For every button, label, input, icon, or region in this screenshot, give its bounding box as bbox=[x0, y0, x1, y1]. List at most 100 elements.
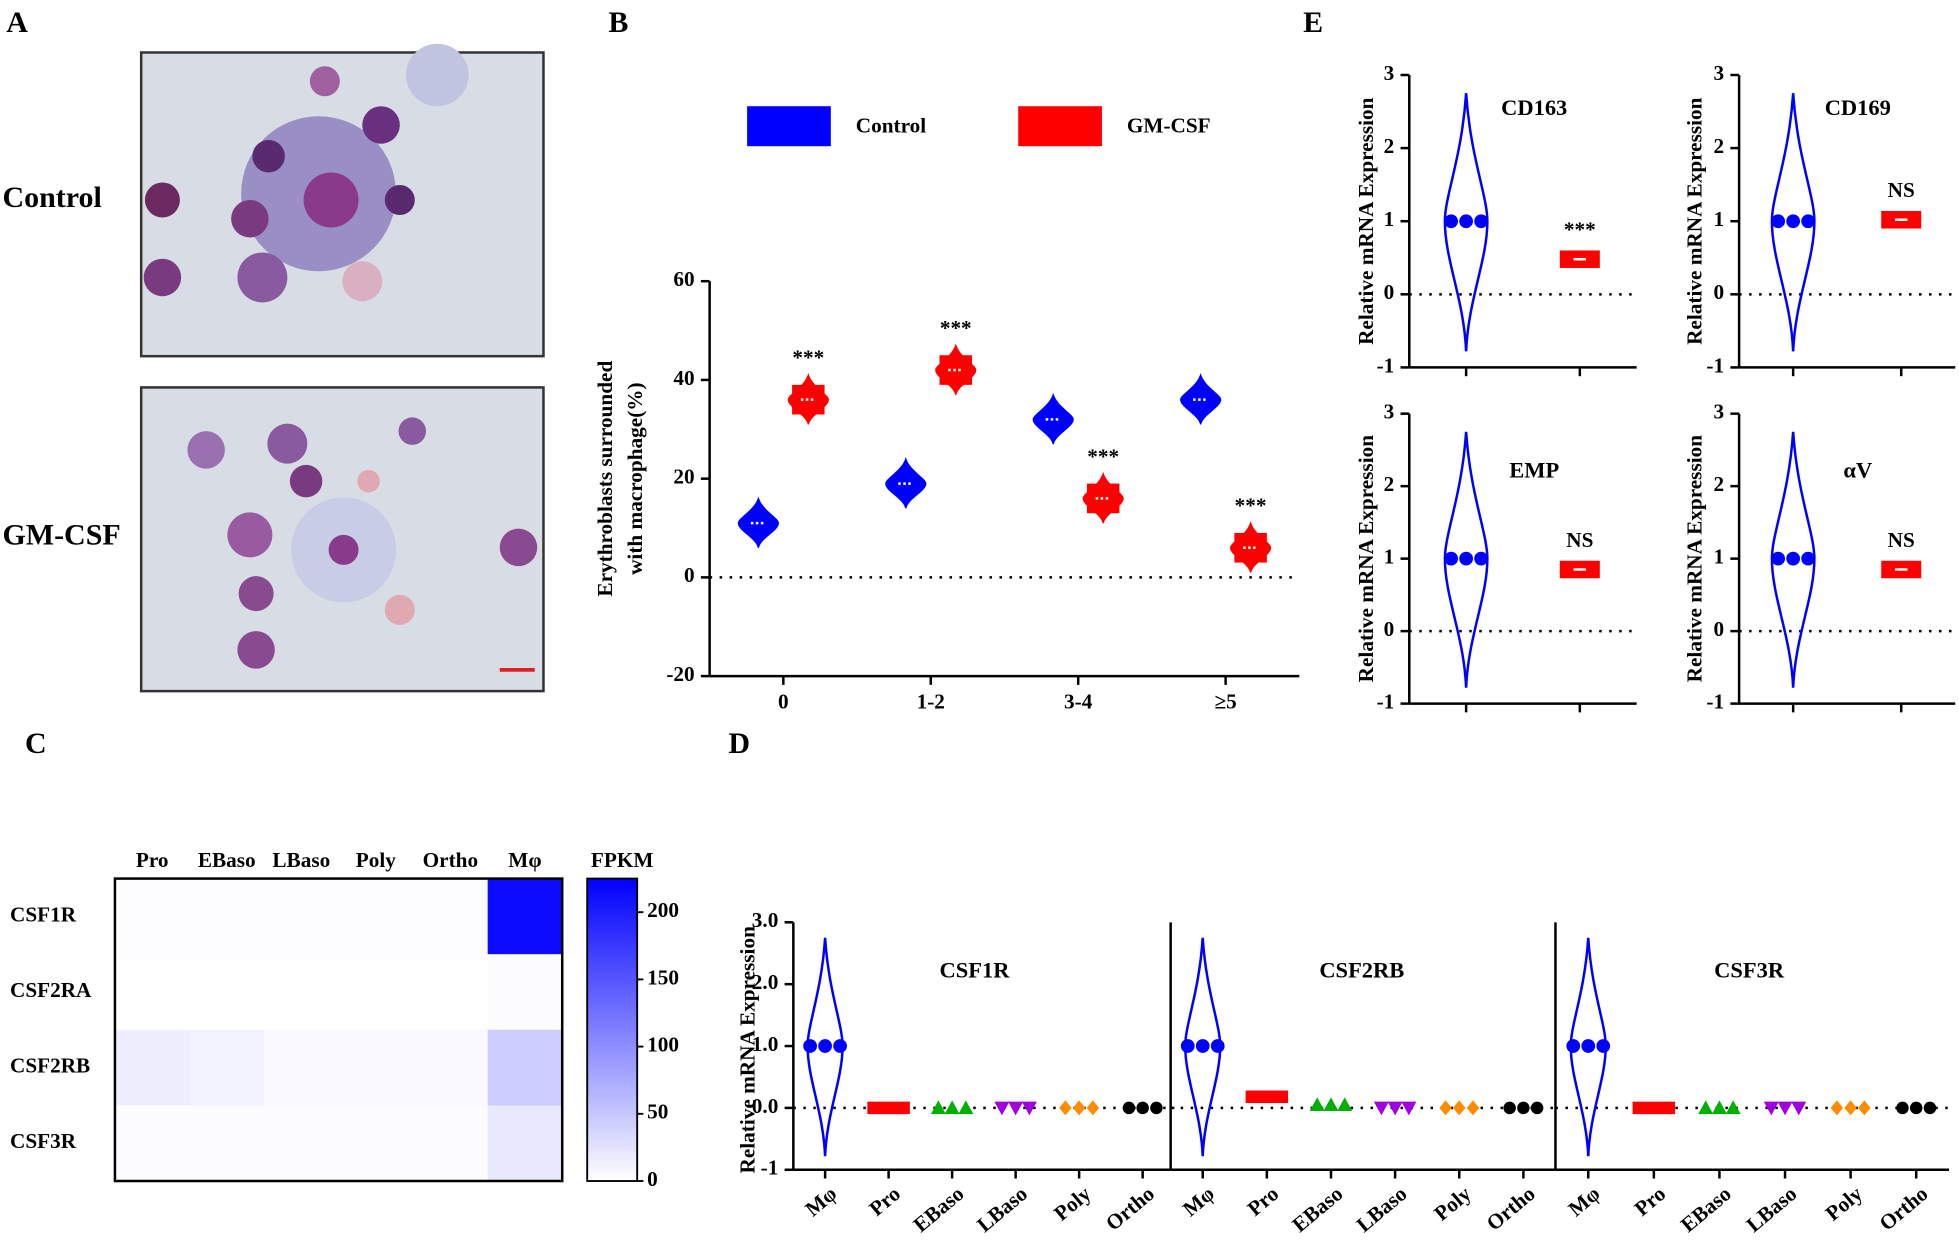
marker bbox=[1517, 1101, 1530, 1115]
violin-body bbox=[1443, 431, 1489, 688]
marker bbox=[803, 1039, 817, 1053]
violin bbox=[1559, 250, 1600, 268]
row-label: CSF3R bbox=[10, 1129, 77, 1153]
violin bbox=[867, 1101, 910, 1115]
colorbar-tick-label: 50 bbox=[647, 1100, 668, 1124]
x-tick-label: LBaso bbox=[1352, 1181, 1412, 1237]
y-axis-label: Relative mRNA Expression bbox=[1354, 435, 1378, 683]
heatmap-cell bbox=[487, 1029, 563, 1107]
y-tick-label: 0 bbox=[1713, 280, 1724, 304]
violin-body bbox=[806, 937, 844, 1157]
x-tick-label: Pro bbox=[865, 1181, 905, 1220]
violin bbox=[1245, 1090, 1289, 1104]
panel-label: C bbox=[25, 727, 47, 760]
annotation: *** bbox=[940, 316, 972, 340]
legend-swatch bbox=[747, 106, 831, 147]
x-tick-label: Pro bbox=[1243, 1181, 1283, 1220]
marker bbox=[1725, 1100, 1741, 1115]
row-label: CSF2RA bbox=[10, 978, 92, 1002]
heatmap-cell bbox=[413, 878, 489, 955]
x-tick-label: Mφ bbox=[801, 1181, 842, 1221]
marker bbox=[1021, 1101, 1037, 1116]
marker bbox=[1777, 1101, 1793, 1116]
annotation: NS bbox=[1566, 528, 1593, 552]
marker bbox=[1474, 214, 1488, 229]
x-tick-label: EBaso bbox=[1288, 1181, 1348, 1237]
marker bbox=[1150, 1101, 1163, 1115]
marker bbox=[1136, 1101, 1149, 1115]
y-axis-label: Relative mRNA Expression bbox=[1683, 97, 1707, 345]
y-tick-label: 2 bbox=[1713, 134, 1724, 158]
marker bbox=[1072, 1100, 1086, 1116]
heatmap-border bbox=[113, 877, 564, 1183]
marker bbox=[1474, 551, 1488, 566]
violin bbox=[1082, 471, 1124, 524]
violin bbox=[1059, 1100, 1100, 1116]
annotation: *** bbox=[1564, 218, 1596, 242]
column-label: Ortho bbox=[423, 848, 478, 872]
violin bbox=[1770, 431, 1816, 688]
x-tick-label: EBaso bbox=[909, 1181, 969, 1237]
x-tick-label: Poly bbox=[1429, 1181, 1475, 1225]
annotation: NS bbox=[1888, 178, 1915, 202]
chart-title: CSF1R bbox=[940, 957, 1011, 982]
chart-title: CD163 bbox=[1501, 95, 1567, 120]
heatmap-cell bbox=[338, 1105, 414, 1182]
colorbar bbox=[586, 877, 639, 1182]
row-label: CSF2RB bbox=[10, 1053, 90, 1077]
violin bbox=[787, 372, 829, 425]
marker bbox=[1801, 214, 1816, 229]
heatmap-cell bbox=[264, 1029, 340, 1107]
marker bbox=[1466, 1100, 1480, 1116]
y-tick-label: -1 bbox=[1706, 353, 1724, 377]
column-label: LBaso bbox=[272, 848, 330, 872]
marker bbox=[833, 1039, 847, 1053]
heatmap-cell bbox=[413, 1029, 489, 1107]
marker bbox=[881, 1101, 897, 1115]
violin bbox=[930, 1100, 974, 1115]
heatmap-cell bbox=[413, 1105, 489, 1182]
y-tick-label: 1 bbox=[1384, 545, 1395, 569]
heatmap-cell bbox=[413, 954, 489, 1031]
marker bbox=[1646, 1101, 1662, 1115]
y-axis-label: with macrophage(%) bbox=[623, 382, 647, 574]
y-tick-label: -20 bbox=[666, 662, 694, 686]
y-tick-label: 3 bbox=[1384, 400, 1395, 424]
y-tick-label: -1 bbox=[761, 1156, 779, 1180]
violin bbox=[1443, 93, 1489, 352]
chart-title: αV bbox=[1843, 458, 1872, 483]
violin-body bbox=[1443, 93, 1489, 352]
marker bbox=[1086, 1100, 1100, 1116]
violin-body bbox=[1569, 937, 1607, 1157]
marker bbox=[1830, 1100, 1844, 1116]
y-tick-label: 0 bbox=[1384, 280, 1395, 304]
marker bbox=[867, 1101, 883, 1115]
heatmap-cell bbox=[264, 1105, 340, 1182]
x-tick-label: Mφ bbox=[1564, 1181, 1605, 1221]
row-label: CSF1R bbox=[10, 902, 77, 926]
heatmap-cell bbox=[114, 954, 191, 1031]
heatmap-cell bbox=[189, 954, 265, 1031]
marker bbox=[818, 1039, 832, 1053]
marker bbox=[1323, 1097, 1339, 1112]
marker bbox=[1896, 1101, 1909, 1115]
heatmap-cell bbox=[338, 1029, 414, 1107]
violin bbox=[1698, 1100, 1741, 1115]
y-tick-label: -1 bbox=[1706, 689, 1724, 713]
violin bbox=[737, 496, 779, 548]
heatmap-cell bbox=[264, 954, 340, 1031]
violin bbox=[1881, 560, 1922, 579]
marker bbox=[1711, 1100, 1727, 1115]
violin-body bbox=[1770, 93, 1816, 352]
marker bbox=[1195, 1039, 1210, 1053]
violin bbox=[1032, 392, 1074, 445]
y-tick-label: 0.0 bbox=[752, 1094, 779, 1118]
legend-label: Control bbox=[856, 113, 926, 137]
column-label: Poly bbox=[356, 848, 396, 872]
marker bbox=[1771, 551, 1786, 566]
column-label: Pro bbox=[136, 848, 169, 872]
marker bbox=[1844, 1100, 1857, 1116]
marker bbox=[1923, 1101, 1937, 1115]
marker bbox=[1503, 1101, 1516, 1115]
panel-label: E bbox=[1303, 6, 1323, 39]
